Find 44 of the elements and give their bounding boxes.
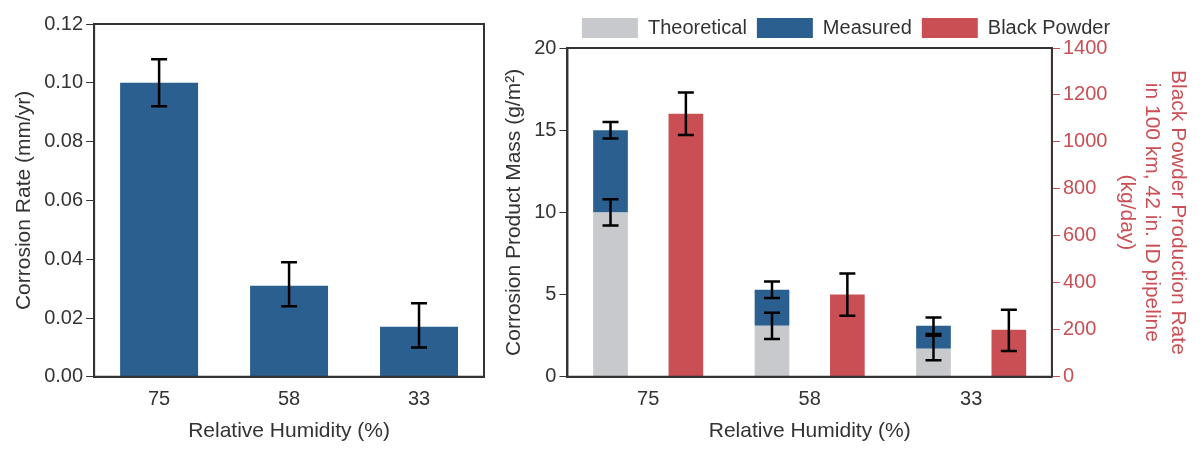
y2-tick-label: 800 xyxy=(1062,176,1097,199)
bar xyxy=(668,113,704,377)
bar xyxy=(916,348,951,377)
x-tick-label: 58 xyxy=(798,387,821,410)
y2-tick-label: 1200 xyxy=(1062,82,1108,105)
y2-tick-label: 600 xyxy=(1062,223,1097,246)
y-tick-label: 10 xyxy=(534,199,557,222)
y-tick-label: 0.12 xyxy=(44,11,84,34)
bar xyxy=(991,329,1027,377)
legend-label: Theoretical xyxy=(647,15,747,38)
y-tick-label: 0.04 xyxy=(44,246,84,269)
y-tick-label: 20 xyxy=(534,35,557,58)
bar xyxy=(593,212,628,377)
y2-tick-label: 400 xyxy=(1062,270,1097,293)
y2-tick-label: 1000 xyxy=(1062,129,1108,152)
legend-label: Black Powder xyxy=(987,15,1111,38)
y-tick-label: 0.00 xyxy=(44,364,84,387)
y-tick-label: 0.06 xyxy=(44,187,84,210)
y-axis-title: Corrosion Rate (mm/yr) xyxy=(11,90,35,311)
bar xyxy=(593,130,628,213)
y-tick-label: 0.10 xyxy=(44,70,84,93)
bar xyxy=(380,326,459,377)
x-tick-label: 75 xyxy=(147,387,171,410)
x-axis-title: Relative Humidity (%) xyxy=(708,418,911,442)
legend-label: Measured xyxy=(822,15,912,38)
y-tick-label: 15 xyxy=(534,117,557,140)
y-tick-label: 5 xyxy=(545,282,557,305)
x-tick-label: 33 xyxy=(960,387,983,410)
bar xyxy=(120,82,199,377)
x-tick-label: 33 xyxy=(407,387,431,410)
y2-tick-label: 0 xyxy=(1062,364,1075,387)
y-tick-label: 0 xyxy=(545,364,557,387)
y-tick-label: 0.02 xyxy=(44,305,84,328)
bar xyxy=(754,325,790,377)
y2-tick-label: 1400 xyxy=(1062,35,1108,58)
x-tick-label: 75 xyxy=(637,387,660,410)
x-axis-title: Relative Humidity (%) xyxy=(188,418,391,442)
y2-axis-title: Black Powder Production Rate in 100 km, 42 in. ID pipeline (kg/day) xyxy=(1117,69,1191,355)
x-tick-label: 58 xyxy=(277,387,301,410)
y2-tick-label: 200 xyxy=(1062,317,1097,340)
bar xyxy=(250,285,329,377)
bar xyxy=(830,294,865,377)
y-axis-title: Corrosion Product Mass (g/m²) xyxy=(501,68,525,356)
y-tick-label: 0.08 xyxy=(44,129,84,152)
